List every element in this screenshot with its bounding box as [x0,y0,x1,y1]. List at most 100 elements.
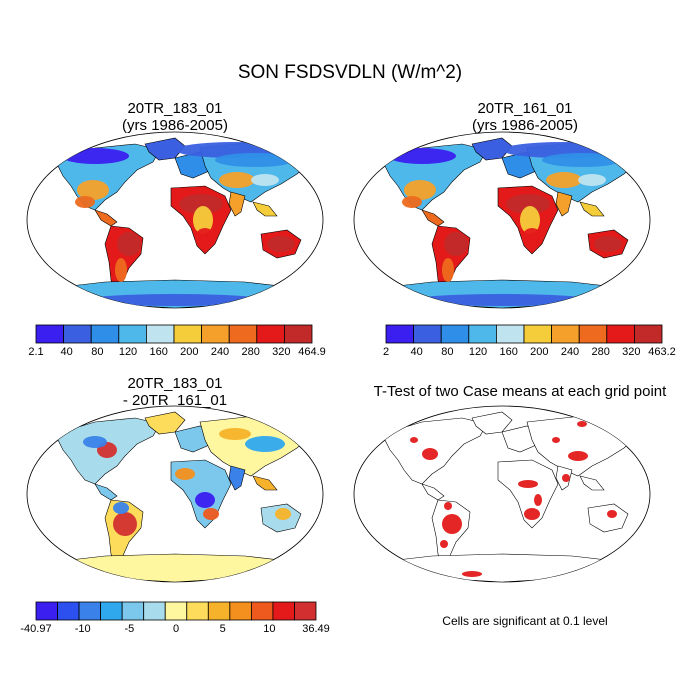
colorbar-box [78,601,102,621]
panel-ttest-title: T-Test of two Case means at each grid po… [373,383,667,400]
colorbar-label: 200 [530,346,549,358]
land-india [555,191,573,217]
colorbar-label: 464.9 [298,346,326,358]
colorbar-box [146,324,175,344]
value-patch [406,578,418,582]
colorbar-label: -5 [124,623,135,635]
value-patch [546,172,582,188]
colorbar-label: 280 [591,346,610,358]
value-patch [542,153,622,167]
value-patch [518,480,538,488]
land-africa [497,459,559,529]
colorbar-box [633,324,663,344]
colorbar-box [413,324,442,344]
colorbar-box [164,601,188,621]
value-patch [410,437,418,443]
land-seasia [579,201,605,217]
colorbar-box [100,601,123,621]
value-patch [113,512,137,536]
value-patch [61,148,129,164]
value-patch [77,180,109,200]
colorbar-label: 160 [499,346,518,358]
colorbar-box [35,601,58,621]
value-patch [442,514,462,534]
land-australia [587,503,629,533]
value-patch [442,258,454,282]
colorbar-diff-labels: -40.97 -10 -5 0 5 10 36.49 [20,623,329,637]
colorbar-label: -40.97 [20,623,52,635]
colorbar-label: 2 [382,346,390,358]
value-patch [245,436,285,452]
colorbar-label: 120 [468,346,488,358]
value-patch [113,502,129,514]
value-patch [568,451,588,461]
value-patch [219,428,251,440]
value-patch [85,569,265,579]
colorbar-label: 320 [272,346,291,358]
panel-case2-title: 20TR_161_01 (yrs 1986-2005) [375,100,675,134]
land-antarctica [379,553,625,582]
colorbar-case2-labels: 2 40 80 120 160 200 240 280 320 463.2 [382,346,676,360]
colorbar-box [283,324,313,344]
colorbar-case1-labels: 2.1 40 80 120 160 200 240 280 320 464.9 [28,346,325,360]
colorbar-box [143,601,166,621]
colorbar-label: 40 [60,346,73,358]
value-patch [534,494,542,506]
map-case1 [26,131,324,309]
value-patch [195,228,215,248]
colorbar-box [250,601,274,621]
colorbar-label: 80 [441,346,454,358]
panel-case1-title-line1: 20TR_183_01 [127,100,223,117]
value-patch [179,194,223,214]
value-patch [83,436,107,448]
colorbar-box [228,324,258,344]
panel-diff-title-line1: 20TR_183_01 [127,375,223,392]
map-ttest [353,405,651,583]
value-patch [520,206,540,234]
value-patch [267,236,295,252]
land-seasia [252,475,278,491]
value-patch [412,294,592,306]
value-patch [203,508,219,520]
value-patch [562,474,570,482]
colorbar-label: 80 [91,346,104,358]
value-patch [175,468,195,480]
colorbar-box [440,324,470,344]
colorbar-diff [35,601,317,621]
map-diff [26,405,324,583]
colorbar-label: 10 [263,623,276,635]
colorbar-label: -10 [74,623,91,635]
colorbar-label: 200 [180,346,199,358]
value-patch [594,236,622,252]
panel-case2-title-line1: 20TR_161_01 [477,100,573,117]
value-patch [275,508,291,520]
panel-case2-title-line2: (yrs 1986-2005) [472,117,578,134]
colorbar-box [256,324,285,344]
colorbar-case2 [385,324,663,344]
colorbar-box [207,601,231,621]
colorbar-box [523,324,553,344]
colorbar-box [294,601,317,621]
panel-diff-title-line2: - 20TR_161_01 [122,392,228,409]
value-patch [85,294,265,306]
value-patch [552,437,560,443]
value-patch [444,232,468,256]
value-patch [462,571,482,577]
colorbar-label: 120 [118,346,138,358]
colorbar-box [118,324,147,344]
colorbar-label: 280 [241,346,260,358]
value-patch [506,194,550,214]
value-patch [524,508,540,520]
value-patch [422,448,438,460]
value-patch [577,421,587,427]
land-seasia [252,201,278,217]
value-patch [215,153,295,167]
land-seasia [579,475,605,491]
value-patch [219,172,255,188]
map-case2 [353,131,651,309]
land-centralAmerica [94,483,118,501]
value-patch [440,540,448,548]
land-centralAmerica [94,209,118,227]
land-india [228,465,246,491]
colorbar-label: 0 [172,623,180,635]
